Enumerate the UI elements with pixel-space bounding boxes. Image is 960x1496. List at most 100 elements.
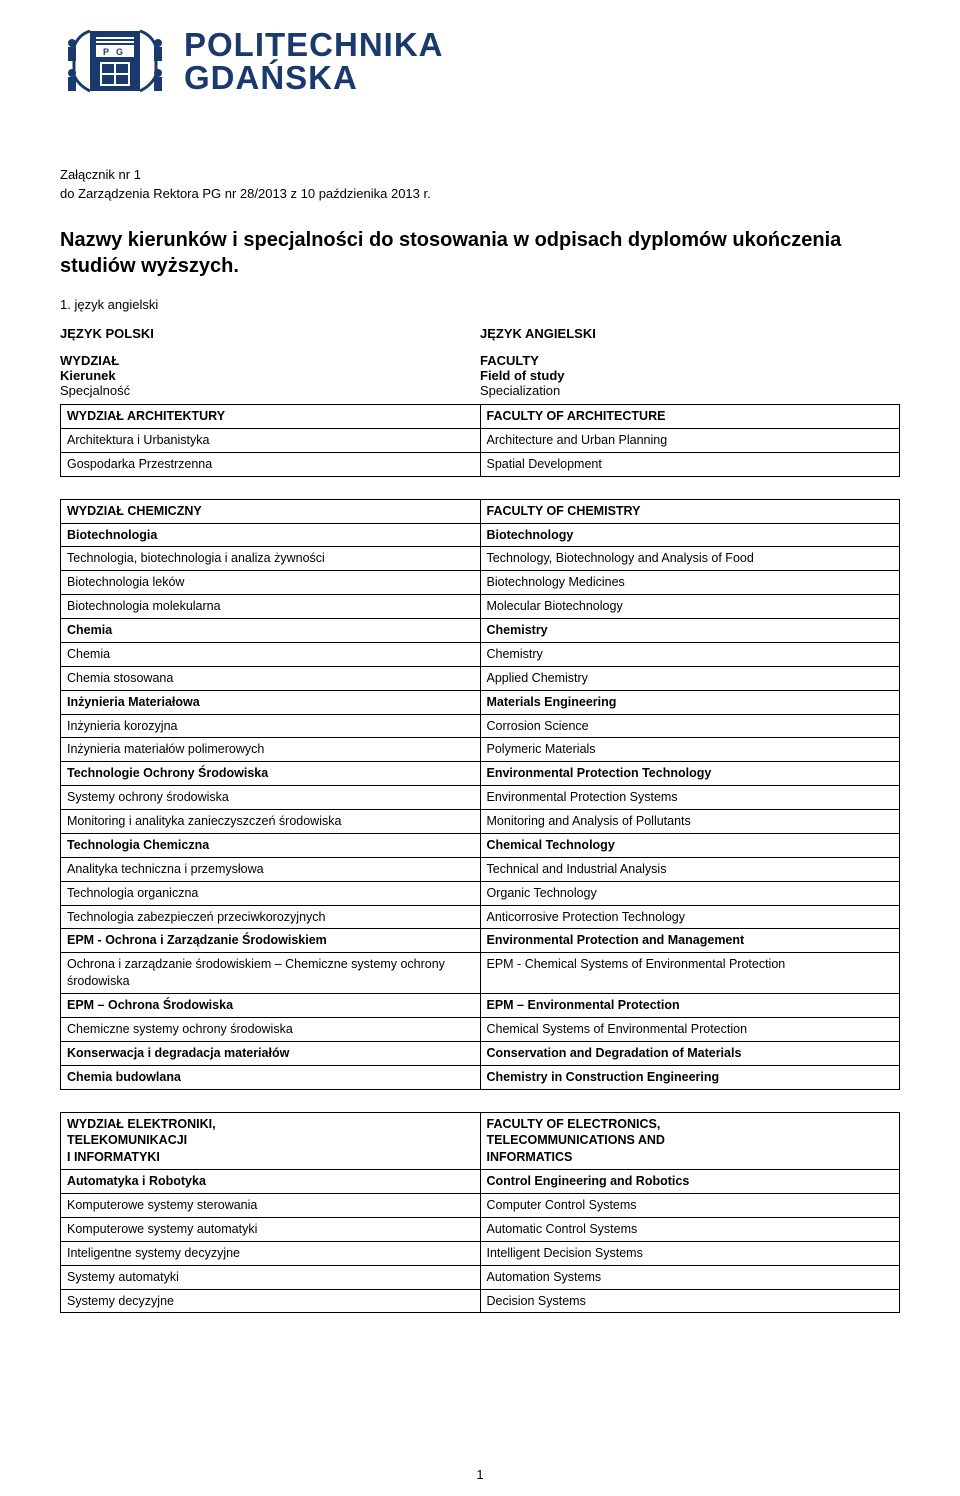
cell-english: FACULTY OF ARCHITECTURE — [480, 405, 900, 429]
cell-polish: Systemy decyzyjne — [61, 1289, 481, 1313]
cell-english: Intelligent Decision Systems — [480, 1241, 900, 1265]
cell-polish: Komputerowe systemy sterowania — [61, 1194, 481, 1218]
table-row: Technologia, biotechnologia i analiza ży… — [61, 547, 900, 571]
cell-english: FACULTY OF ELECTRONICS,TELECOMMUNICATION… — [480, 1112, 900, 1170]
table-row: Systemy ochrony środowiskaEnvironmental … — [61, 786, 900, 810]
table-row: Konserwacja i degradacja materiałówConse… — [61, 1041, 900, 1065]
table-row: Komputerowe systemy sterowaniaComputer C… — [61, 1194, 900, 1218]
cell-english: Chemistry in Construction Engineering — [480, 1065, 900, 1089]
table-row: Chemia budowlanaChemistry in Constructio… — [61, 1065, 900, 1089]
column-headers: JĘZYK POLSKI JĘZYK ANGIELSKI — [60, 326, 900, 341]
table-row: Biotechnologia lekówBiotechnology Medici… — [61, 571, 900, 595]
decree-reference: do Zarządzenia Rektora PG nr 28/2013 z 1… — [60, 186, 900, 201]
table-row: EPM – Ochrona ŚrodowiskaEPM – Environmen… — [61, 994, 900, 1018]
table-architecture: WYDZIAŁ ARCHITEKTURYFACULTY OF ARCHITECT… — [60, 404, 900, 477]
cell-english: FACULTY OF CHEMISTRY — [480, 499, 900, 523]
cell-english: Polymeric Materials — [480, 738, 900, 762]
legend-item: Specialization — [480, 383, 900, 398]
cell-english: Computer Control Systems — [480, 1194, 900, 1218]
cell-polish: Inżynieria korozyjna — [61, 714, 481, 738]
table-row: ChemiaChemistry — [61, 642, 900, 666]
cell-english: Automatic Control Systems — [480, 1217, 900, 1241]
cell-english: Control Engineering and Robotics — [480, 1170, 900, 1194]
cell-english: Corrosion Science — [480, 714, 900, 738]
table-row: Systemy automatykiAutomation Systems — [61, 1265, 900, 1289]
cell-polish: Technologia, biotechnologia i analiza ży… — [61, 547, 481, 571]
table-row: Komputerowe systemy automatykiAutomatic … — [61, 1217, 900, 1241]
svg-text:G: G — [116, 47, 123, 57]
svg-text:P: P — [103, 47, 109, 57]
table-row: Technologia organicznaOrganic Technology — [61, 881, 900, 905]
table-row: Inteligentne systemy decyzyjneIntelligen… — [61, 1241, 900, 1265]
cell-polish: WYDZIAŁ CHEMICZNY — [61, 499, 481, 523]
cell-polish: Ochrona i zarządzanie środowiskiem – Che… — [61, 953, 481, 994]
university-logo: P G POLITECHNIKA GDAŃSKA — [60, 25, 900, 97]
table-row: Analityka techniczna i przemysłowaTechni… — [61, 857, 900, 881]
cell-polish: WYDZIAŁ ELEKTRONIKI,TELEKOMUNIKACJII INF… — [61, 1112, 481, 1170]
cell-english: Biotechnology — [480, 523, 900, 547]
legend-item: Field of study — [480, 368, 900, 383]
cell-english: Conservation and Degradation of Material… — [480, 1041, 900, 1065]
cell-polish: Inteligentne systemy decyzyjne — [61, 1241, 481, 1265]
table-row: Technologia zabezpieczeń przeciwkorozyjn… — [61, 905, 900, 929]
attachment-number: Załącznik nr 1 — [60, 167, 900, 182]
legend-right: FACULTYField of studySpecialization — [480, 353, 900, 398]
table-row: Systemy decyzyjneDecision Systems — [61, 1289, 900, 1313]
cell-polish: Chemia — [61, 642, 481, 666]
header-english: JĘZYK ANGIELSKI — [480, 326, 900, 341]
legend-item: FACULTY — [480, 353, 900, 368]
cell-english: EPM – Environmental Protection — [480, 994, 900, 1018]
table-row: WYDZIAŁ CHEMICZNYFACULTY OF CHEMISTRY — [61, 499, 900, 523]
table-row: Inżynieria MateriałowaMaterials Engineer… — [61, 690, 900, 714]
table-row: Automatyka i RobotykaControl Engineering… — [61, 1170, 900, 1194]
cell-english: Organic Technology — [480, 881, 900, 905]
cell-polish: Gospodarka Przestrzenna — [61, 452, 481, 476]
cell-english: Chemical Technology — [480, 833, 900, 857]
cell-english: Spatial Development — [480, 452, 900, 476]
legend-left: WYDZIAŁKierunekSpecjalność — [60, 353, 480, 398]
cell-polish: WYDZIAŁ ARCHITEKTURY — [61, 405, 481, 429]
cell-english: Technical and Industrial Analysis — [480, 857, 900, 881]
table-row: Inżynieria materiałów polimerowychPolyme… — [61, 738, 900, 762]
language-indicator: 1. język angielski — [60, 297, 900, 312]
table-row: WYDZIAŁ ARCHITEKTURYFACULTY OF ARCHITECT… — [61, 405, 900, 429]
legend-item: Specjalność — [60, 383, 480, 398]
table-row: ChemiaChemistry — [61, 619, 900, 643]
table-chemistry: WYDZIAŁ CHEMICZNYFACULTY OF CHEMISTRYBio… — [60, 499, 900, 1090]
table-row: Architektura i UrbanistykaArchitecture a… — [61, 428, 900, 452]
cell-polish: Biotechnologia molekularna — [61, 595, 481, 619]
page: P G POLITECHNIKA GDAŃSKA Załącznik nr 1 … — [0, 0, 960, 1496]
cell-polish: Biotechnologia — [61, 523, 481, 547]
cell-polish: Inżynieria Materiałowa — [61, 690, 481, 714]
cell-english: Environmental Protection Technology — [480, 762, 900, 786]
cell-polish: Technologia organiczna — [61, 881, 481, 905]
table-row: Monitoring i analityka zanieczyszczeń śr… — [61, 810, 900, 834]
cell-english: Anticorrosive Protection Technology — [480, 905, 900, 929]
cell-polish: Systemy automatyki — [61, 1265, 481, 1289]
cell-polish: EPM - Ochrona i Zarządzanie Środowiskiem — [61, 929, 481, 953]
cell-polish: Chemiczne systemy ochrony środowiska — [61, 1017, 481, 1041]
cell-english: Decision Systems — [480, 1289, 900, 1313]
table-row: EPM - Ochrona i Zarządzanie Środowiskiem… — [61, 929, 900, 953]
logo-text: POLITECHNIKA GDAŃSKA — [184, 28, 444, 94]
cell-polish: EPM – Ochrona Środowiska — [61, 994, 481, 1018]
logo-line1: POLITECHNIKA — [184, 28, 444, 61]
cell-polish: Konserwacja i degradacja materiałów — [61, 1041, 481, 1065]
table-row: Technologie Ochrony ŚrodowiskaEnvironmen… — [61, 762, 900, 786]
emblem-icon: P G — [60, 25, 170, 97]
cell-polish: Technologie Ochrony Środowiska — [61, 762, 481, 786]
cell-polish: Technologia zabezpieczeń przeciwkorozyjn… — [61, 905, 481, 929]
cell-polish: Systemy ochrony środowiska — [61, 786, 481, 810]
cell-polish: Technologia Chemiczna — [61, 833, 481, 857]
page-number: 1 — [0, 1467, 960, 1482]
table-row: Gospodarka PrzestrzennaSpatial Developme… — [61, 452, 900, 476]
cell-english: Chemical Systems of Environmental Protec… — [480, 1017, 900, 1041]
cell-polish: Monitoring i analityka zanieczyszczeń śr… — [61, 810, 481, 834]
table-row: BiotechnologiaBiotechnology — [61, 523, 900, 547]
logo-line2: GDAŃSKA — [184, 61, 444, 94]
table-row: Inżynieria korozyjnaCorrosion Science — [61, 714, 900, 738]
cell-english: Materials Engineering — [480, 690, 900, 714]
legend-row: WYDZIAŁKierunekSpecjalność FACULTYField … — [60, 353, 900, 398]
cell-polish: Chemia — [61, 619, 481, 643]
cell-english: Chemistry — [480, 619, 900, 643]
